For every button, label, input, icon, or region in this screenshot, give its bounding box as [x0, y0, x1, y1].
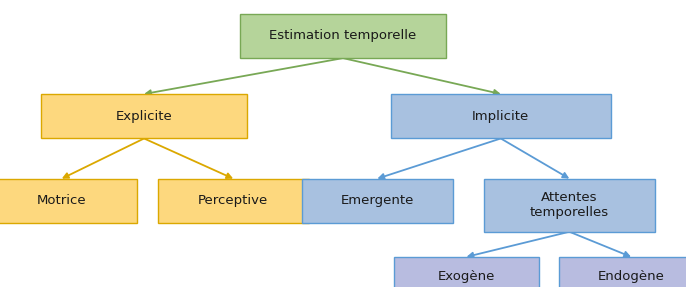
Text: Emergente: Emergente [341, 194, 414, 208]
Text: Motrice: Motrice [37, 194, 86, 208]
FancyBboxPatch shape [158, 179, 309, 223]
FancyBboxPatch shape [240, 13, 446, 58]
Text: Endogène: Endogène [598, 270, 665, 284]
FancyBboxPatch shape [41, 94, 247, 139]
FancyBboxPatch shape [559, 257, 686, 287]
Text: Attentes
temporelles: Attentes temporelles [530, 191, 609, 219]
FancyBboxPatch shape [394, 257, 539, 287]
FancyBboxPatch shape [302, 179, 453, 223]
Text: Explicite: Explicite [116, 110, 172, 123]
FancyBboxPatch shape [484, 179, 655, 232]
Text: Exogène: Exogène [438, 270, 495, 284]
FancyBboxPatch shape [0, 179, 137, 223]
Text: Perceptive: Perceptive [198, 194, 268, 208]
Text: Implicite: Implicite [472, 110, 530, 123]
Text: Estimation temporelle: Estimation temporelle [270, 29, 416, 42]
FancyBboxPatch shape [391, 94, 611, 139]
